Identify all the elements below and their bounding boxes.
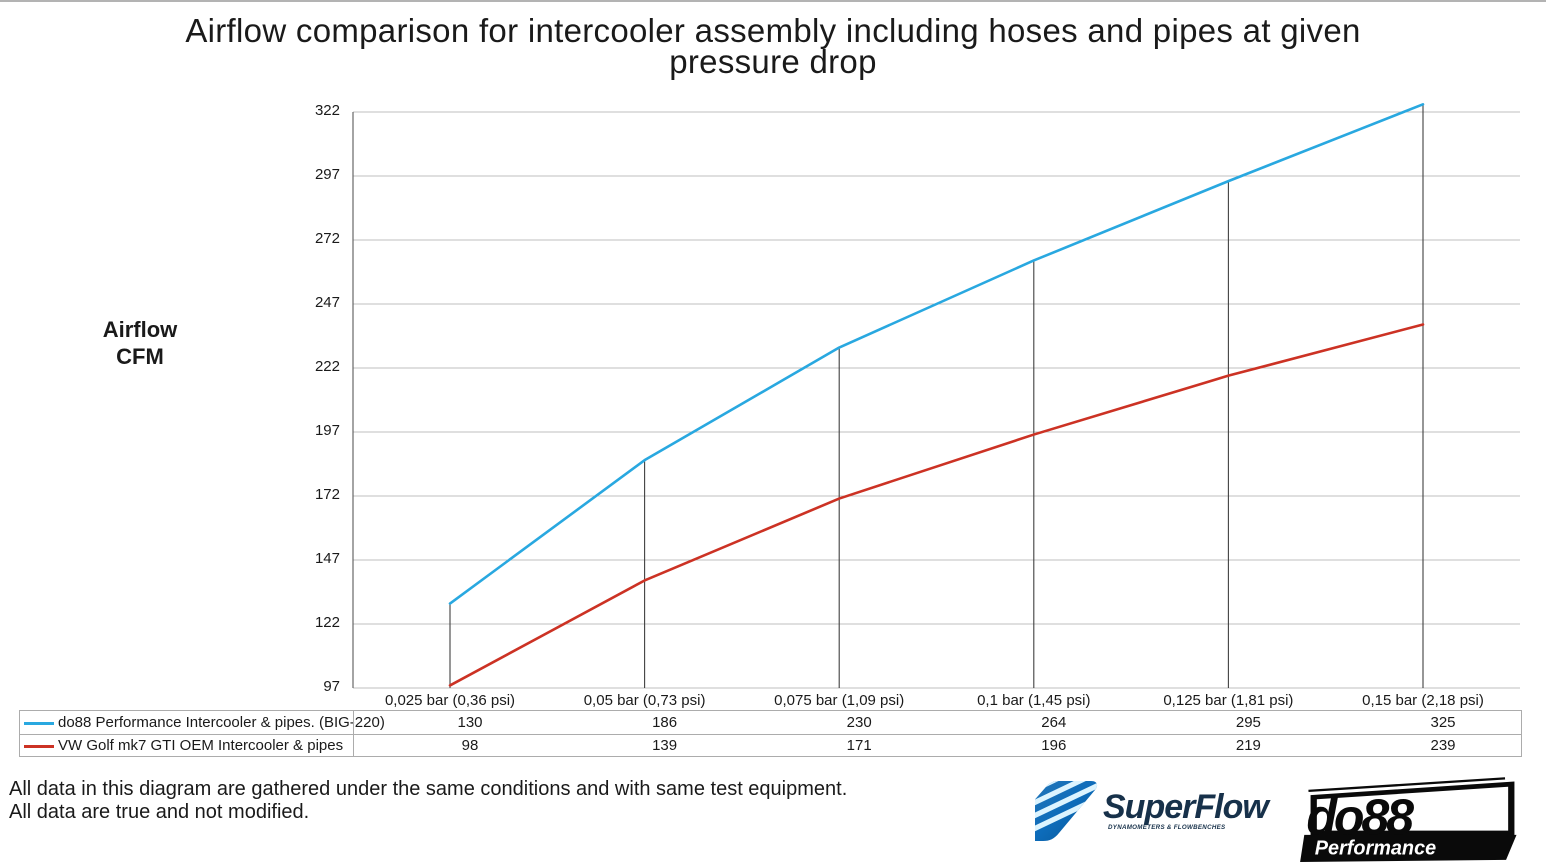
svg-text:do88: do88 <box>1306 789 1414 845</box>
svg-text:SuperFlow: SuperFlow <box>1103 788 1271 826</box>
svg-text:DYNAMOMETERS & FLOWBENCHES: DYNAMOMETERS & FLOWBENCHES <box>1108 824 1226 831</box>
svg-text:Performance: Performance <box>1315 838 1436 860</box>
